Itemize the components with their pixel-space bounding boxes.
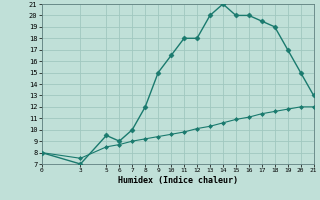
X-axis label: Humidex (Indice chaleur): Humidex (Indice chaleur): [118, 176, 237, 185]
